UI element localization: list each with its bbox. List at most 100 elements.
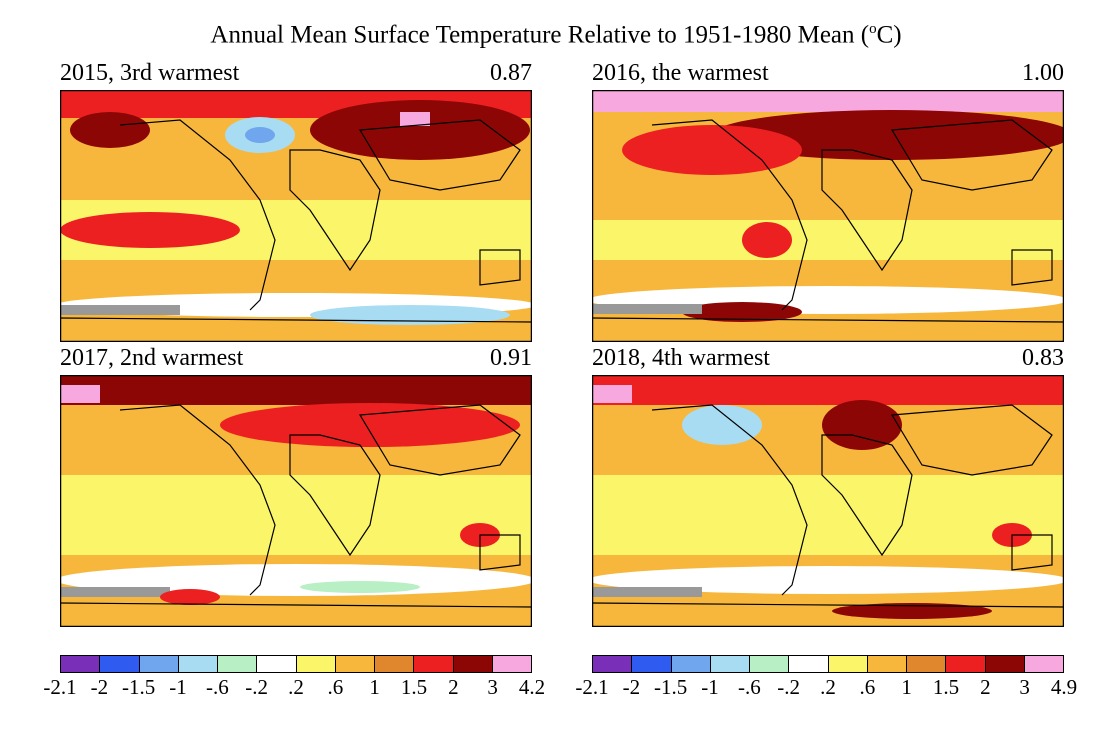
coastlines: [592, 404, 1064, 608]
swatch: [946, 656, 986, 672]
alaska-extreme: [60, 385, 100, 403]
coastlines: [60, 404, 532, 608]
colorbar-tick-label: -.2: [777, 675, 801, 699]
arctic-band: [60, 375, 532, 405]
map-panel-2017: 2017, 2nd warmest 0.91: [60, 345, 532, 633]
antarctic-missing: [60, 305, 180, 315]
swatch: [710, 656, 750, 672]
figure-title: Annual Mean Surface Temperature Relative…: [210, 21, 902, 49]
europe-hotspot: [822, 400, 902, 450]
swatch: [907, 656, 947, 672]
south-ocean-cool: [300, 581, 420, 593]
colorbar-tick-label: 1: [369, 675, 380, 699]
swatch: [671, 656, 711, 672]
colorbar-tick-label: -2: [622, 675, 641, 699]
panel-title: 2017, 2nd warmest: [60, 345, 244, 371]
colorbar-tick-label: 3: [1019, 675, 1030, 699]
swatch: [100, 656, 140, 672]
swatch: [828, 656, 868, 672]
map-panel-2016: 2016, the warmest 1.00: [592, 60, 1064, 348]
swatch: [218, 656, 258, 672]
colorbar-tick-label: .2: [820, 675, 836, 699]
colorbar-tick-label: 1.5: [400, 675, 428, 699]
map-panel-2018: 2018, 4th warmest 0.83: [592, 345, 1064, 633]
map-frame: [592, 375, 1064, 627]
temperature-anomaly-map: [60, 375, 532, 627]
tropics-yellow-band: [592, 220, 1064, 260]
tropics-yellow-band: [60, 475, 532, 555]
antarctic-warm: [160, 589, 220, 605]
colorbar-tick-label: -1: [701, 675, 719, 699]
colorbar-left: -2.1 -2 -1.5 -1 -.6 -.2 .2 .6 1 1.5 2 3 …: [43, 655, 545, 715]
antarctic-missing: [60, 587, 170, 597]
colorbar-tick-label: -1: [169, 675, 187, 699]
antarctic-missing: [592, 304, 702, 314]
temperature-anomaly-map: [60, 90, 532, 342]
colorbar-tick-label: 1.5: [932, 675, 960, 699]
north-america-warm: [622, 125, 802, 175]
swatch: [375, 656, 415, 672]
north-america-cool: [682, 405, 762, 445]
east-pacific-warm: [60, 212, 240, 248]
colorbar-tick-label: .6: [859, 675, 876, 699]
swatch: [296, 656, 336, 672]
map-frame: [60, 375, 532, 627]
tropics-yellow-band: [592, 475, 1064, 555]
colorbar-tick-label: -.6: [205, 675, 229, 699]
swatch: [257, 656, 297, 672]
siberia-extreme: [400, 112, 430, 126]
swatch: [178, 656, 218, 672]
colorbar-swatches: [592, 655, 1064, 673]
colorbar-right: -2.1 -2 -1.5 -1 -.6 -.2 .2 .6 1 1.5 2 3 …: [575, 655, 1077, 715]
temperature-anomaly-map: [592, 375, 1064, 627]
panel-global-mean: 0.91: [490, 345, 532, 371]
swatch: [750, 656, 790, 672]
siberia-hotspot: [310, 100, 530, 160]
colorbar-tick-label: -1.5: [654, 675, 688, 699]
colorbar-tick-label: 4.9: [1050, 675, 1078, 699]
colorbar-tick-label: .2: [288, 675, 304, 699]
colorbar-tick-label: -.2: [245, 675, 269, 699]
swatch: [453, 656, 493, 672]
swatch: [789, 656, 829, 672]
panel-title: 2018, 4th warmest: [592, 345, 770, 371]
colorbar-tick-label: -2.1: [575, 675, 609, 699]
arctic-band-extreme: [592, 90, 1064, 112]
north-atlantic-cooler: [245, 127, 275, 143]
swatch: [985, 656, 1025, 672]
antarctic-warm: [832, 603, 992, 619]
south-ocean-white: [592, 566, 1064, 594]
colorbar-tick-label: 4.2: [518, 675, 546, 699]
panel-global-mean: 0.87: [490, 60, 532, 86]
colorbar-tick-label: -1.5: [122, 675, 156, 699]
coastlines: [592, 119, 1064, 323]
colorbar-tick-label: -2.1: [43, 675, 77, 699]
colorbar-swatches: [60, 655, 532, 673]
map-panel-2015: 2015, 3rd warmest 0.87: [60, 60, 532, 348]
swatch: [867, 656, 907, 672]
colorbar-tick-label: 2: [980, 675, 991, 699]
colorbar-tick-label: 2: [448, 675, 459, 699]
alaska-extreme: [592, 385, 632, 403]
swatch: [1024, 656, 1063, 672]
swatch: [632, 656, 672, 672]
map-frame: [60, 90, 532, 342]
swatch: [61, 656, 101, 672]
swatch: [593, 656, 633, 672]
swatch: [335, 656, 375, 672]
antarctic-missing: [592, 587, 702, 597]
alaska-hotspot: [70, 112, 150, 148]
colorbar-tick-label: .6: [327, 675, 344, 699]
coastlines: [60, 119, 532, 323]
temperature-anomaly-map: [592, 90, 1064, 342]
antarctic-warm: [682, 302, 802, 322]
colorbar-tick-label: -.6: [737, 675, 761, 699]
colorbar-tick-label: 1: [901, 675, 912, 699]
map-frame: [592, 90, 1064, 342]
arctic-band: [592, 375, 1064, 405]
eurasia-warm: [220, 403, 520, 447]
colorbar-tick-label: -2: [90, 675, 109, 699]
swatch: [492, 656, 531, 672]
panel-title: 2016, the warmest: [592, 60, 769, 86]
colorbar-tick-label: 3: [487, 675, 498, 699]
